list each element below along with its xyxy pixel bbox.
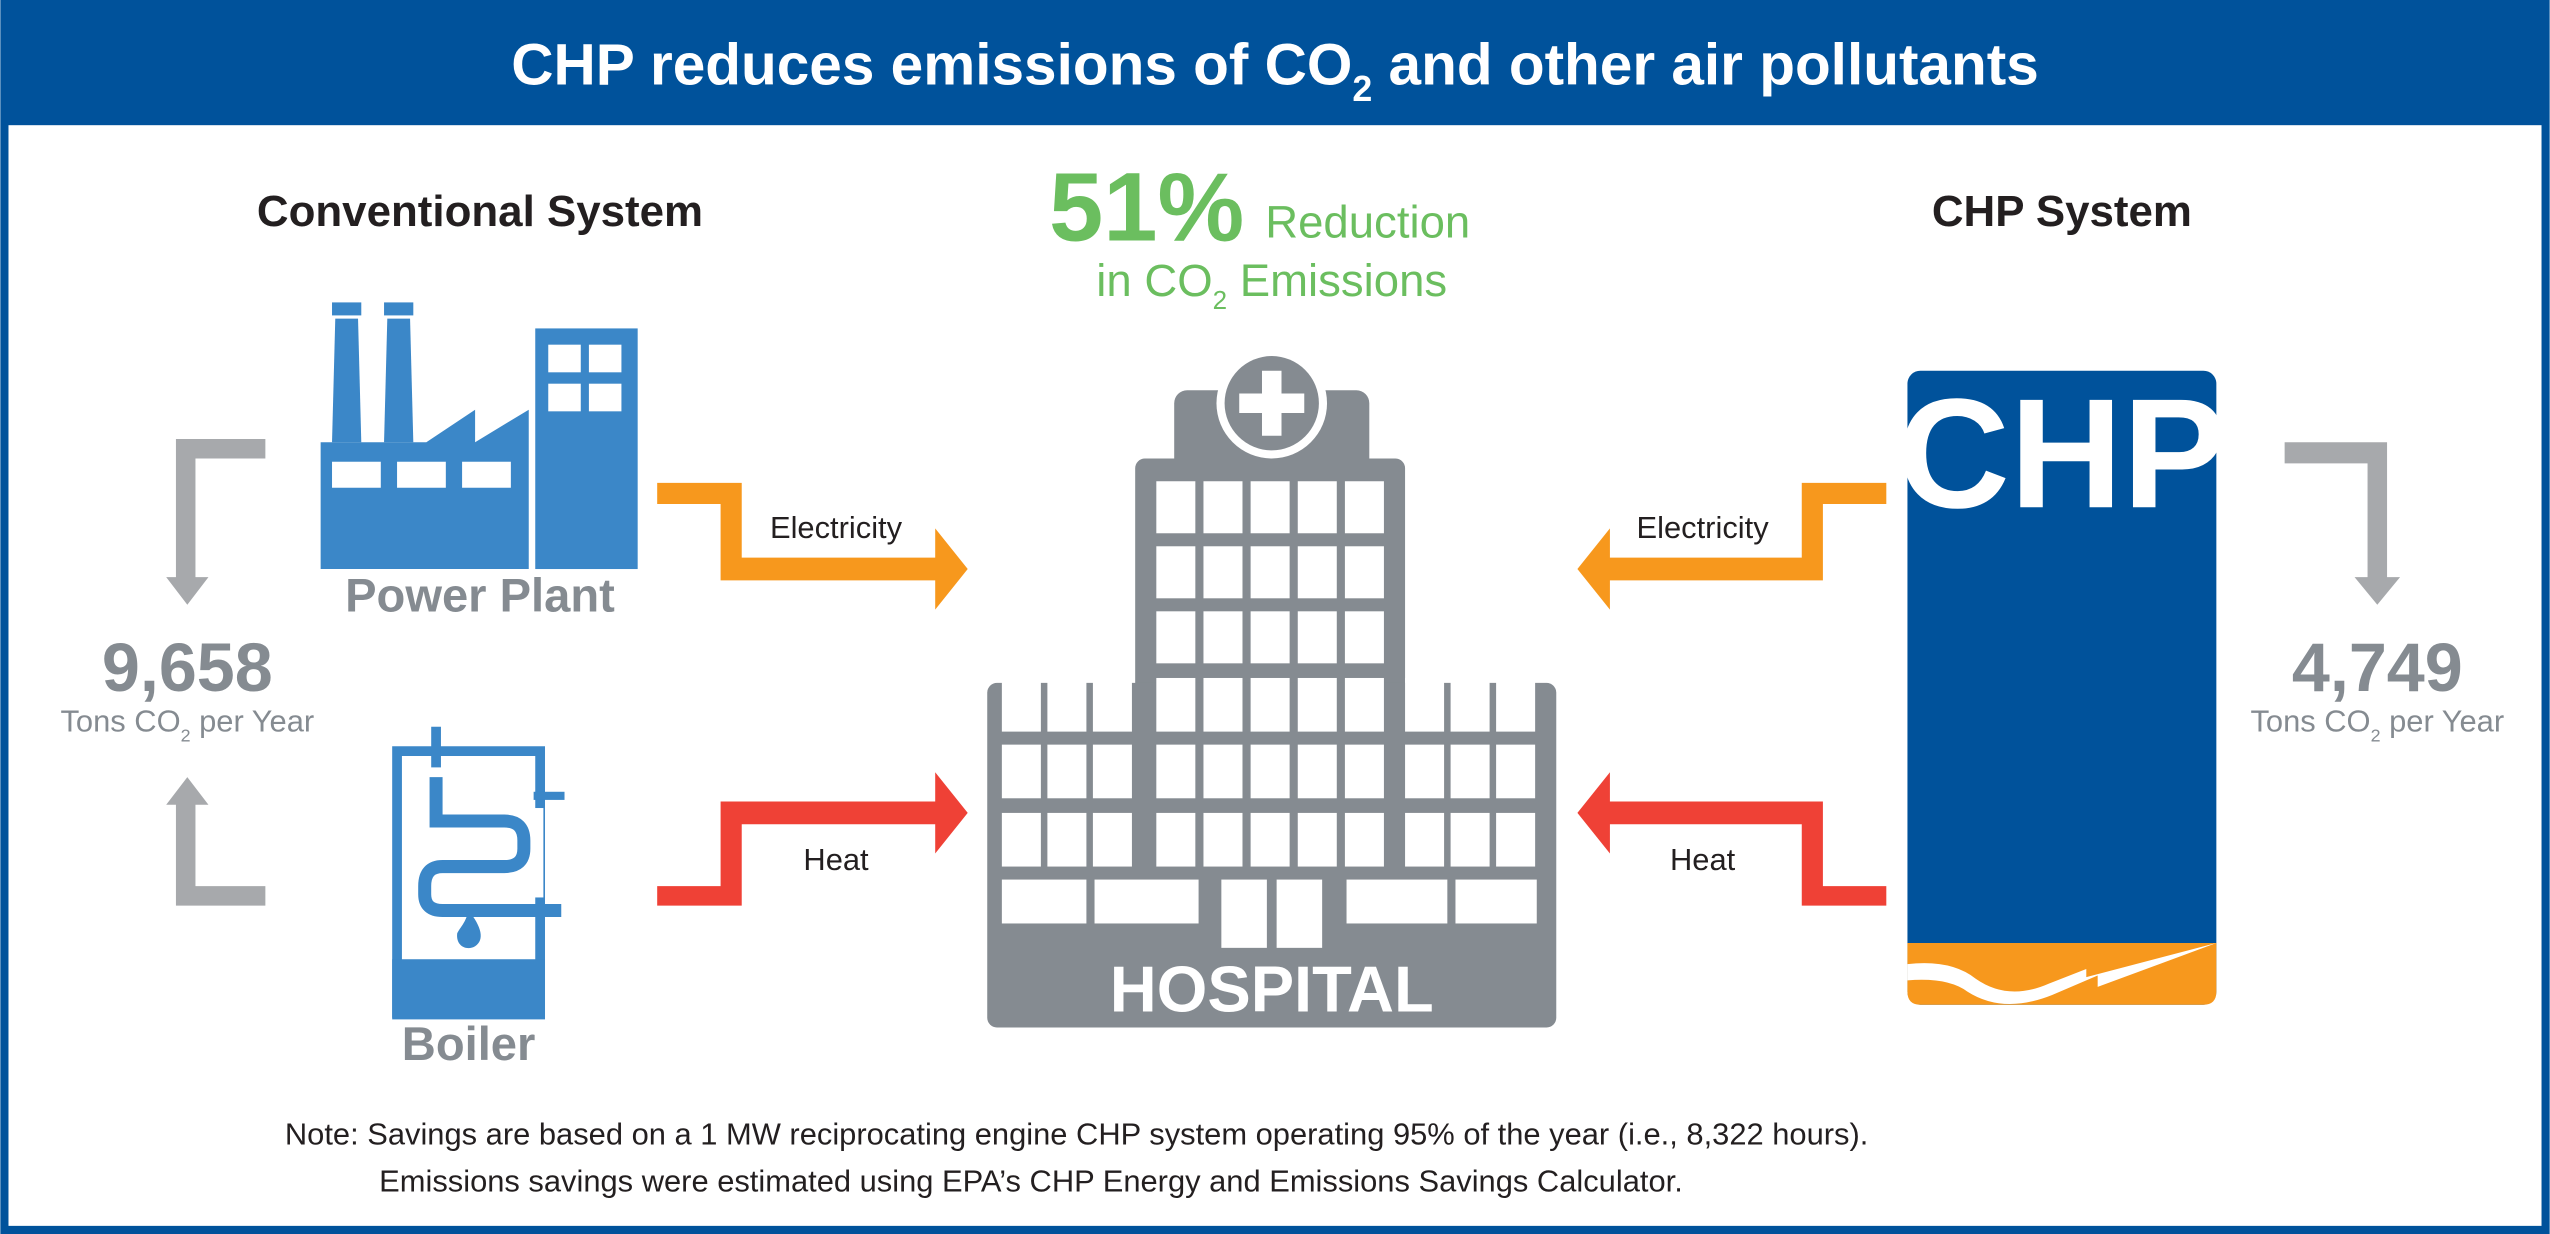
conventional-emissions-value: 9,658 <box>102 630 273 706</box>
hospital-window <box>1297 677 1337 732</box>
hospital-window <box>1001 677 1041 732</box>
hospital-window <box>1344 677 1384 732</box>
hospital-window <box>1405 812 1445 867</box>
electricity-label-left: Electricity <box>770 510 903 545</box>
hospital-window <box>1092 812 1132 867</box>
hospital-window <box>1346 879 1448 924</box>
power-plant-icon <box>320 302 638 570</box>
hospital-window <box>1297 481 1337 534</box>
hospital-window <box>1297 546 1337 599</box>
hospital-window <box>1203 812 1243 867</box>
arrow-up-icon <box>166 777 266 906</box>
hospital-window <box>1450 744 1490 799</box>
hospital-window <box>1297 744 1337 799</box>
hospital-window <box>1203 611 1243 664</box>
chp-unit-icon <box>1907 370 2217 1005</box>
hospital-window <box>1156 481 1196 534</box>
power-plant-label: Power Plant <box>345 568 615 621</box>
chp-emissions-unit: Tons CO2 per Year <box>2250 704 2504 746</box>
heat-label-left: Heat <box>803 842 869 877</box>
hospital-window <box>1297 611 1337 664</box>
hospital-window <box>1297 812 1337 867</box>
hospital-window <box>1092 677 1132 732</box>
hospital-label: HOSPITAL <box>1110 952 1434 1025</box>
hospital-window <box>1344 481 1384 534</box>
hospital-window <box>1001 744 1041 799</box>
hospital-window <box>1001 812 1041 867</box>
hospital-window <box>1156 812 1196 867</box>
chp-emissions-value: 4,749 <box>2292 630 2463 706</box>
note-line-2: Emissions savings were estimated using E… <box>379 1164 1683 1199</box>
hospital-window <box>1250 481 1290 534</box>
heat-arrow-left <box>657 772 968 906</box>
hospital-window <box>1496 744 1536 799</box>
hospital-window <box>1156 611 1196 664</box>
electricity-label-right: Electricity <box>1637 510 1770 545</box>
hospital-window <box>1156 677 1196 732</box>
conventional-emissions-unit: Tons CO2 per Year <box>60 704 314 746</box>
hospital-window <box>1156 546 1196 599</box>
hospital-window <box>1250 812 1290 867</box>
hospital-window <box>1276 879 1323 948</box>
hospital-window <box>1450 677 1490 732</box>
hospital-window <box>1203 481 1243 534</box>
arrow-down-icon <box>166 438 266 605</box>
electricity-arrow-left <box>657 482 968 610</box>
electricity-arrow-right <box>1577 482 1887 610</box>
hospital-window <box>1094 879 1199 924</box>
note-line-1: Note: Savings are based on a 1 MW recipr… <box>285 1117 1868 1152</box>
hospital-window <box>1156 744 1196 799</box>
hospital-window <box>1250 611 1290 664</box>
hospital-window <box>1250 546 1290 599</box>
boiler-icon <box>392 726 565 1020</box>
hospital-window <box>1047 812 1087 867</box>
boiler-label: Boiler <box>402 1017 536 1070</box>
heat-label-right: Heat <box>1670 842 1736 877</box>
conventional-heading: Conventional System <box>257 187 703 236</box>
reduction-subtitle: in CO2 Emissions <box>1096 255 1447 315</box>
hospital-window <box>1344 812 1384 867</box>
hospital-window <box>1203 546 1243 599</box>
hospital-window <box>1250 677 1290 732</box>
arrow-down-icon <box>2284 442 2401 605</box>
reduction-word: Reduction <box>1265 196 1470 247</box>
hospital-window <box>1250 744 1290 799</box>
hospital-window <box>1496 677 1536 732</box>
hospital-window <box>1203 677 1243 732</box>
hospital-icon <box>987 347 1557 1028</box>
hospital-window <box>1450 812 1490 867</box>
hospital-window <box>1344 546 1384 599</box>
chp-logo-text: CHP <box>1897 367 2226 541</box>
hospital-window <box>1001 879 1087 924</box>
hospital-window <box>1047 744 1087 799</box>
hospital-window <box>1344 611 1384 664</box>
hospital-window <box>1455 879 1537 924</box>
page-title: CHP reduces emissions of CO2 and other a… <box>511 33 2039 109</box>
hospital-window <box>1203 744 1243 799</box>
hospital-window <box>1344 744 1384 799</box>
hospital-window <box>1092 744 1132 799</box>
hospital-window <box>1405 677 1445 732</box>
hospital-window <box>1496 812 1536 867</box>
chp-heading: CHP System <box>1932 187 2192 236</box>
reduction-percent: 51% <box>1049 153 1244 262</box>
hospital-window <box>1405 744 1445 799</box>
heat-arrow-right <box>1577 772 1887 906</box>
hospital-window <box>1047 677 1087 732</box>
hospital-window <box>1221 879 1267 948</box>
emissions-arrows-left <box>166 438 266 906</box>
